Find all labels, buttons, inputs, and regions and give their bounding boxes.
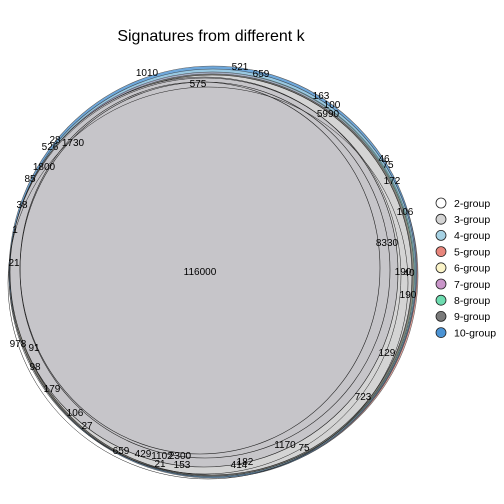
region-label: 414	[231, 460, 248, 471]
legend-swatch	[435, 294, 447, 306]
region-label-main: 116000	[184, 267, 217, 278]
legend-swatch	[435, 310, 447, 322]
region-label: 40	[403, 268, 415, 279]
legend-swatch	[435, 213, 447, 225]
region-label: 575	[190, 79, 207, 90]
region-label: 1102	[151, 451, 173, 462]
region-label: 85	[24, 174, 36, 185]
region-label: 106	[67, 408, 84, 419]
legend-label: 10-group	[454, 327, 496, 339]
region-label: 27	[81, 421, 93, 432]
region-label: 75	[298, 443, 310, 454]
region-label: 659	[113, 446, 130, 457]
region-label: 182	[237, 457, 254, 468]
legend-swatch	[435, 262, 447, 274]
region-label: 2300	[169, 451, 192, 462]
region-label: 38	[16, 200, 28, 211]
region-label: 172	[384, 176, 401, 187]
region-label: 98	[29, 362, 41, 373]
region-label: 1800	[33, 162, 56, 173]
region-label: 723	[355, 392, 372, 403]
region-label: 1010	[136, 68, 159, 79]
legend-label: 6-group	[454, 263, 490, 275]
region-label: 1730	[62, 138, 85, 149]
region-label: 21	[8, 258, 20, 269]
inner-arc-d	[7, 86, 409, 480]
circle-2-group	[9, 76, 399, 468]
region-label: 978	[10, 339, 27, 350]
region-label: 190	[395, 267, 412, 278]
region-label: 163	[313, 91, 330, 102]
region-label: 179	[44, 384, 61, 395]
region-label: 5990	[317, 109, 340, 120]
legend-label: 4-group	[454, 230, 490, 242]
legend-label: 5-group	[454, 246, 490, 258]
venn-circles	[7, 65, 419, 480]
region-label: 429	[135, 449, 152, 460]
region-label: 1170	[274, 440, 296, 451]
legend-swatch	[435, 197, 447, 209]
region-labels: 1010 521 659 575 163 100 5990 28 1730 52…	[8, 62, 416, 471]
legend-swatch	[435, 229, 447, 241]
region-label: 28	[49, 135, 61, 146]
inner-arc-c	[8, 77, 402, 475]
region-label: 91	[28, 343, 40, 354]
region-label: 129	[379, 348, 396, 359]
legend: 2-group 3-group 4-group 5-group 6-group 7-gro…	[435, 197, 496, 339]
inner-arc-b	[19, 81, 381, 455]
legend-label: 8-group	[454, 295, 490, 307]
region-label: 190	[400, 290, 417, 301]
region-label: 521	[232, 62, 249, 73]
legend-swatch	[435, 246, 447, 258]
region-label: 8330	[376, 238, 399, 249]
region-label: 106	[397, 207, 414, 218]
region-label: 46	[378, 154, 390, 165]
region-label: 659	[253, 69, 270, 80]
region-label: 21	[154, 459, 166, 470]
legend-swatch	[435, 327, 447, 339]
chart-title: Signatures from different k	[117, 28, 305, 45]
region-label: 75	[382, 160, 394, 171]
region-label: 1	[12, 225, 18, 236]
region-label: 153	[174, 460, 191, 471]
legend-swatch	[435, 278, 447, 290]
region-label: 526	[42, 142, 59, 153]
legend-label: 2-group	[454, 198, 490, 210]
region-label: 100	[324, 100, 341, 111]
legend-label: 7-group	[454, 279, 490, 291]
legend-label: 9-group	[454, 311, 490, 323]
legend-label: 3-group	[454, 214, 490, 226]
